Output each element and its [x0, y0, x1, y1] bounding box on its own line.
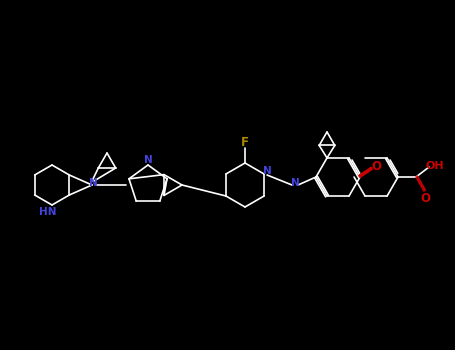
- Text: OH: OH: [426, 161, 445, 171]
- Text: HN: HN: [39, 207, 57, 217]
- Text: O: O: [371, 160, 381, 173]
- Text: N: N: [144, 155, 152, 165]
- Text: N: N: [291, 178, 299, 188]
- Text: N: N: [263, 166, 272, 176]
- Text: N: N: [89, 178, 97, 188]
- Text: F: F: [241, 136, 249, 149]
- Text: O: O: [420, 191, 430, 204]
